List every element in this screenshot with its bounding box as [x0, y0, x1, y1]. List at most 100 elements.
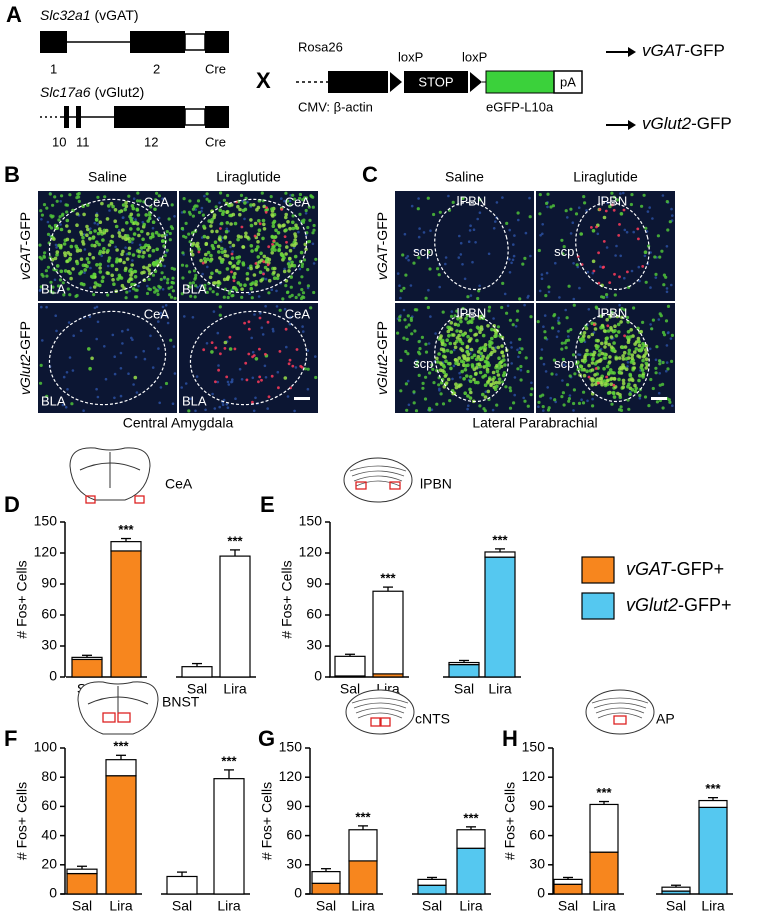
cell — [68, 271, 72, 276]
panel-letter: F — [4, 726, 17, 751]
cell — [441, 310, 445, 314]
cell — [504, 385, 508, 389]
cell — [528, 196, 531, 200]
legend-swatch — [581, 556, 615, 584]
cell — [501, 281, 505, 285]
bar-segment-other — [66, 868, 98, 875]
cell — [145, 266, 149, 270]
cell — [96, 223, 100, 226]
cell — [113, 355, 116, 359]
cell — [131, 241, 134, 244]
cell — [298, 196, 302, 200]
cell — [215, 292, 219, 296]
cell — [655, 400, 660, 404]
cell — [139, 246, 144, 250]
cell — [466, 334, 470, 339]
cell — [480, 357, 485, 361]
cell — [478, 370, 483, 375]
cell — [611, 349, 615, 353]
cell — [194, 208, 197, 211]
panel-letter: E — [260, 492, 275, 517]
cell — [113, 372, 117, 376]
cell — [665, 361, 669, 364]
cell — [607, 371, 611, 375]
cell — [451, 333, 456, 337]
cell — [609, 345, 614, 350]
cell — [446, 329, 451, 334]
cell — [634, 347, 639, 351]
bar-segment-gfp — [105, 775, 137, 895]
cell — [103, 195, 107, 199]
cell — [539, 234, 542, 237]
cell — [190, 252, 195, 257]
cell — [286, 220, 290, 224]
panel-letter: B — [4, 162, 20, 187]
cell — [219, 191, 223, 195]
cell — [605, 379, 610, 383]
cell — [65, 210, 69, 214]
cell — [444, 381, 449, 385]
cell — [40, 305, 43, 309]
cell — [134, 218, 137, 221]
cell — [203, 286, 207, 290]
cell — [270, 374, 274, 378]
cell — [157, 216, 161, 220]
cell — [230, 380, 234, 383]
x-tick-label: Sal — [340, 681, 360, 697]
cell — [100, 201, 104, 206]
cell — [291, 226, 296, 231]
cell — [233, 271, 237, 276]
cell — [541, 393, 545, 397]
cell — [641, 358, 645, 363]
micrograph — [536, 191, 675, 301]
cell — [75, 261, 80, 266]
cell — [78, 271, 82, 276]
cell — [478, 330, 482, 335]
cell — [303, 196, 307, 200]
cell — [129, 212, 134, 217]
cell — [161, 239, 165, 243]
panel-letter: D — [4, 492, 20, 517]
cell — [252, 273, 257, 277]
cell — [214, 205, 218, 209]
cell — [300, 275, 304, 279]
cell — [157, 284, 161, 288]
cell — [113, 396, 116, 400]
cell — [232, 279, 236, 283]
cell — [93, 221, 97, 225]
cell — [417, 256, 421, 260]
cell — [569, 232, 573, 235]
cell — [420, 335, 424, 339]
region-label: CeA — [144, 306, 170, 321]
cell — [121, 228, 125, 232]
cell — [105, 271, 110, 275]
cell — [300, 288, 304, 292]
cell — [623, 228, 627, 232]
y-tick-label: 0 — [49, 668, 57, 684]
cell — [524, 231, 528, 235]
cell — [194, 243, 199, 248]
cell — [605, 364, 610, 369]
cell — [88, 315, 92, 319]
cell — [117, 231, 121, 235]
micrograph — [395, 303, 534, 413]
cell — [469, 224, 472, 227]
cell — [247, 320, 251, 324]
cell — [217, 250, 221, 254]
cell — [610, 370, 614, 375]
cell — [491, 408, 495, 412]
cell — [417, 373, 421, 377]
brain-icon — [69, 447, 151, 501]
cell — [421, 381, 425, 385]
cell — [173, 296, 177, 300]
cell — [632, 306, 636, 310]
cell — [487, 309, 491, 313]
cell — [572, 262, 575, 265]
bar-segment-other — [372, 590, 404, 675]
cell — [277, 244, 282, 248]
cell — [648, 206, 651, 209]
cell — [219, 352, 222, 356]
cell — [282, 269, 287, 274]
gene-symbol: Slc17a6 — [40, 84, 91, 100]
cell — [48, 192, 52, 196]
